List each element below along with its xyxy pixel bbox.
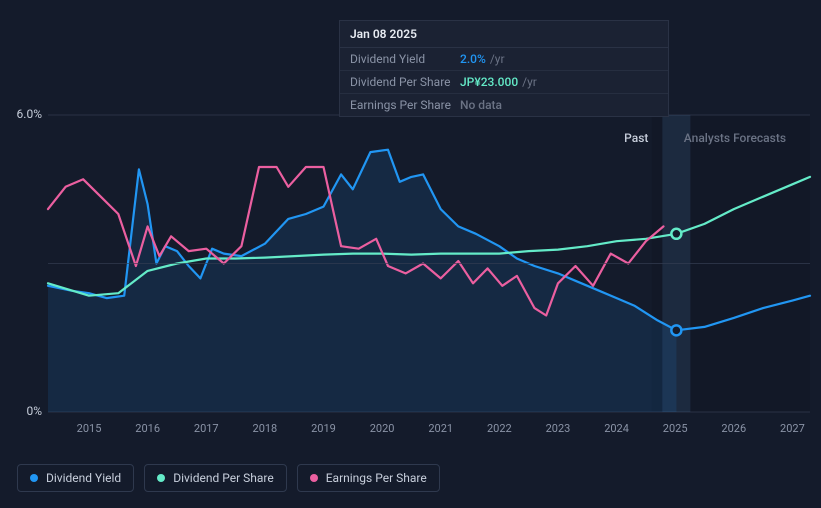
x-tick-label: 2020 — [370, 422, 395, 435]
chart-tooltip: Jan 08 2025 Dividend Yield2.0%/yrDividen… — [339, 20, 669, 117]
legend-dot-icon — [310, 474, 318, 482]
tooltip-row-suffix: /yr — [490, 52, 505, 66]
tooltip-date: Jan 08 2025 — [340, 21, 668, 48]
legend: Dividend Yield Dividend Per Share Earnings… — [17, 464, 440, 492]
x-tick-label: 2021 — [428, 422, 453, 435]
legend-item-dividend_per_share[interactable]: Dividend Per Share — [144, 464, 287, 492]
past-label: Past — [624, 131, 648, 145]
x-tick-label: 2024 — [604, 422, 629, 435]
x-tick-label: 2022 — [487, 422, 512, 435]
x-tick-label: 2025 — [663, 422, 688, 435]
x-tick-label: 2016 — [135, 422, 160, 435]
tooltip-row-suffix: /yr — [522, 75, 537, 89]
legend-item-label: Dividend Per Share — [173, 471, 274, 485]
x-tick-label: 2018 — [253, 422, 278, 435]
tooltip-row-value: No data — [460, 98, 502, 112]
tooltip-row-label: Dividend Per Share — [350, 75, 460, 89]
x-tick-label: 2015 — [77, 422, 102, 435]
x-tick-label: 2027 — [780, 422, 805, 435]
x-tick-label: 2026 — [721, 422, 746, 435]
legend-item-earnings_per_share[interactable]: Earnings Per Share — [297, 464, 440, 492]
chart-container: 6.0% 0% 2015 2016 2017 2018 2019 2020 2021 2022 2… — [0, 0, 821, 508]
x-tick-label: 2017 — [194, 422, 219, 435]
y-tick-label: 6.0% — [17, 107, 42, 121]
marker-dividend_yield — [671, 325, 681, 335]
forecast-label: Analysts Forecasts — [684, 131, 786, 145]
x-tick-label: 2023 — [546, 422, 571, 435]
tooltip-row-label: Earnings Per Share — [350, 98, 460, 112]
tooltip-row: Dividend Yield2.0% /yr — [340, 48, 668, 71]
x-tick-label: 2019 — [311, 422, 336, 435]
tooltip-row-value: JP¥23.000 — [460, 75, 518, 89]
legend-item-label: Dividend Yield — [46, 471, 121, 485]
tooltip-row-label: Dividend Yield — [350, 52, 460, 66]
marker-dividend_per_share — [671, 229, 681, 239]
tooltip-row: Dividend Per ShareJP¥23.000/yr — [340, 71, 668, 94]
legend-dot-icon — [30, 474, 38, 482]
legend-item-label: Earnings Per Share — [326, 471, 427, 485]
tooltip-row: Earnings Per ShareNo data — [340, 94, 668, 116]
legend-item-dividend_yield[interactable]: Dividend Yield — [17, 464, 134, 492]
legend-dot-icon — [157, 474, 165, 482]
y-tick-label: 0% — [26, 404, 42, 418]
tooltip-row-value: 2.0% — [460, 52, 486, 66]
